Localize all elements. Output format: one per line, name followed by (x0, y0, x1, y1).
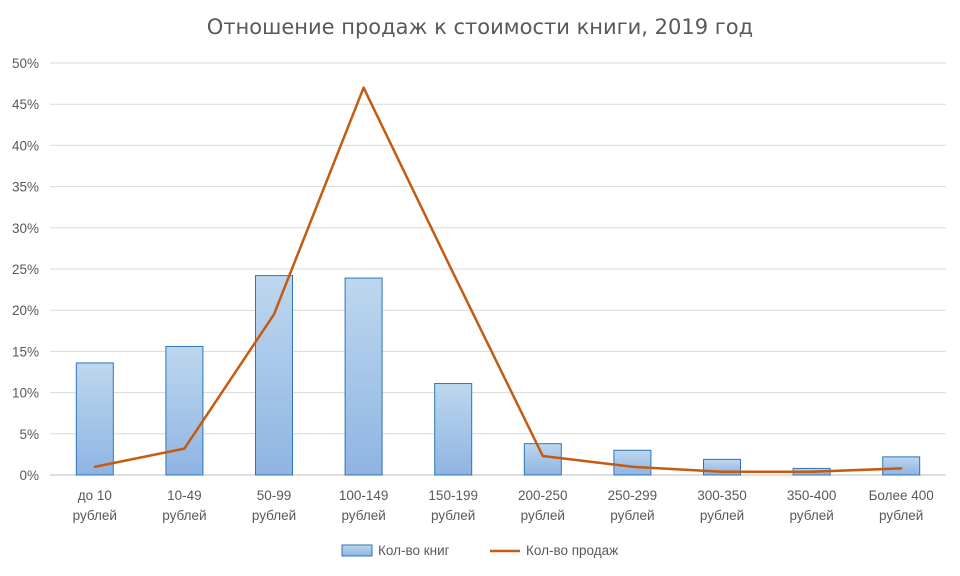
x-tick-label: 10-49 рублей (162, 488, 206, 523)
line-series (93, 86, 903, 473)
chart-title: Отношение продаж к стоимости книги, 2019… (207, 15, 753, 39)
y-tick-label: 45% (12, 97, 39, 112)
bar (882, 456, 921, 476)
y-axis-ticks: 0% 5% 10% 15% 20% 25% 30% 35% 40% 45% 50% (12, 56, 39, 483)
y-tick-label: 40% (12, 138, 39, 153)
sales-line (93, 86, 903, 473)
legend-swatch-books (341, 544, 373, 557)
y-tick-label: 5% (19, 427, 39, 442)
x-tick-label: 150-199 рублей (428, 488, 478, 523)
bar-series (75, 275, 921, 476)
x-tick-label: 100-149 рублей (339, 488, 389, 523)
y-tick-label: 50% (12, 56, 39, 71)
bar (165, 345, 204, 476)
y-tick-label: 0% (19, 468, 39, 483)
x-tick-label: 250-299 рублей (608, 488, 658, 523)
y-tick-label: 10% (12, 386, 39, 401)
bar (523, 443, 562, 476)
x-tick-label: Более 400 рублей (869, 488, 934, 523)
bar (434, 383, 473, 476)
bar (75, 362, 114, 476)
x-tick-label: 50-99 рублей (252, 488, 296, 523)
y-tick-label: 35% (12, 180, 39, 195)
x-tick-label: 350-400 рублей (787, 488, 837, 523)
legend: Кол-во книг Кол-во продаж (341, 543, 618, 558)
x-tick-label: 200-250 рублей (518, 488, 568, 523)
legend-label-books: Кол-во книг (378, 543, 450, 558)
y-tick-label: 20% (12, 303, 39, 318)
bar (344, 277, 383, 476)
x-tick-label: до 10 рублей (73, 488, 117, 523)
legend-label-sales: Кол-во продаж (526, 543, 618, 558)
y-tick-label: 30% (12, 221, 39, 236)
y-tick-label: 15% (12, 344, 39, 359)
x-axis-ticks: до 10 рублей 10-49 рублей 50-99 рублей 100-149… (73, 488, 934, 523)
y-tick-label: 25% (12, 262, 39, 277)
x-tick-label: 300-350 рублей (697, 488, 747, 523)
bar (613, 449, 652, 476)
bar (255, 275, 293, 476)
